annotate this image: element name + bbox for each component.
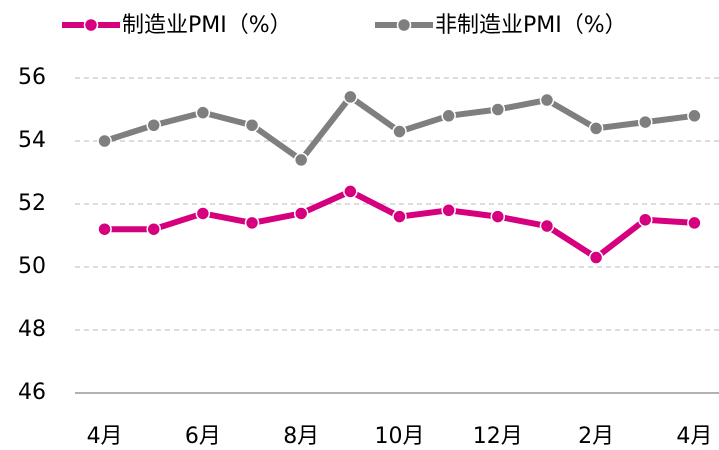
data-point xyxy=(638,212,653,227)
data-point xyxy=(392,209,407,224)
data-point xyxy=(441,108,456,124)
y-tick-label: 48 xyxy=(18,317,46,342)
x-tick-label: 12月 xyxy=(473,424,523,449)
data-point xyxy=(146,118,161,133)
data-point xyxy=(588,121,604,136)
x-tick-label: 2月 xyxy=(578,424,614,449)
y-tick-label: 54 xyxy=(18,128,46,153)
series-line xyxy=(104,188,695,261)
data-point xyxy=(293,152,309,168)
data-point xyxy=(244,215,260,231)
data-point xyxy=(195,206,211,221)
y-tick-label: 50 xyxy=(18,254,46,279)
legend-marker xyxy=(396,17,412,33)
data-point xyxy=(441,203,456,218)
legend-label: 制造业PMI（%） xyxy=(122,13,292,38)
data-point xyxy=(343,89,358,105)
data-point xyxy=(244,118,260,133)
data-point xyxy=(539,218,555,234)
x-tick-label: 10月 xyxy=(375,424,425,449)
data-point xyxy=(293,206,309,221)
data-point xyxy=(392,124,407,139)
data-point xyxy=(195,105,211,120)
x-tick-label: 4月 xyxy=(676,424,712,449)
x-tick-label: 4月 xyxy=(87,424,123,449)
data-point xyxy=(490,209,506,224)
data-point xyxy=(539,92,555,108)
data-point xyxy=(343,184,358,199)
y-tick-label: 52 xyxy=(18,191,46,216)
data-point xyxy=(490,102,506,117)
data-point xyxy=(638,114,653,130)
data-point xyxy=(687,215,702,231)
data-point xyxy=(97,221,112,237)
y-tick-label: 46 xyxy=(18,380,46,405)
x-tick-label: 6月 xyxy=(185,424,221,449)
legend-marker xyxy=(83,17,99,33)
data-point xyxy=(588,250,604,265)
data-point xyxy=(97,133,112,149)
data-point xyxy=(687,108,702,124)
data-point xyxy=(146,221,161,237)
y-tick-label: 56 xyxy=(18,65,46,90)
legend-label: 非制造业PMI（%） xyxy=(435,13,627,38)
x-tick-label: 8月 xyxy=(283,424,319,449)
